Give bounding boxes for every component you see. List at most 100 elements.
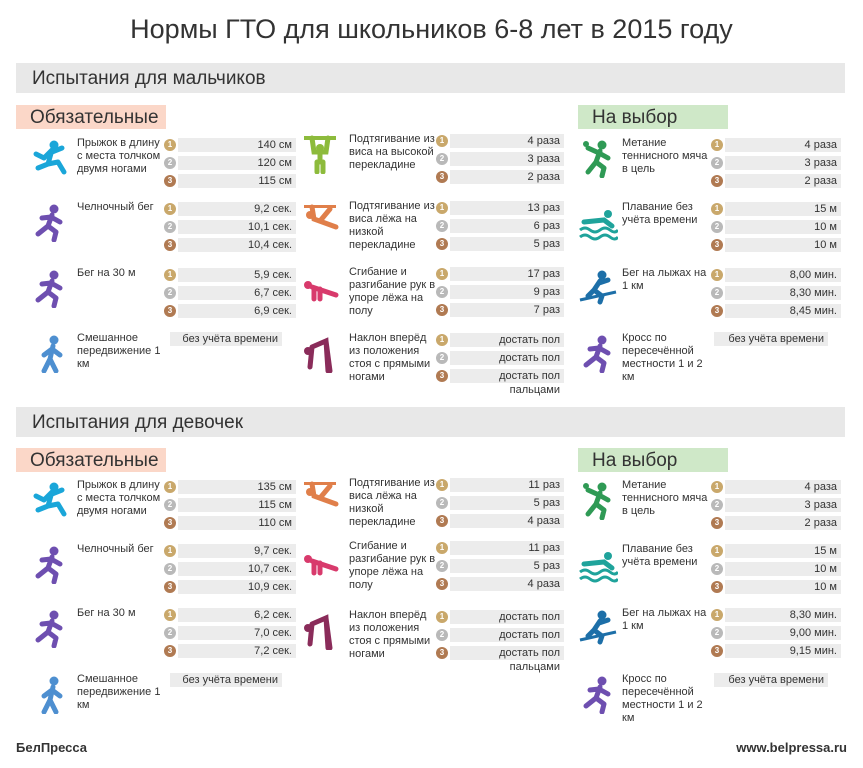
norm-value: 15 м [725,202,841,216]
norm-row: 2 10 м [711,220,841,236]
norm-value: 6,9 сек. [178,304,296,318]
bronze-medal-icon: 3 [164,517,176,529]
norm-value: без учёта времени [714,332,828,346]
norm-value: 5 раз [450,559,564,573]
norm-rows: 1 140 см 2 120 см 3 115 см [164,138,296,192]
norm-value: 10,7 сек. [178,562,296,576]
mixed-walk-icon [30,674,70,714]
norm-value: 115 см [178,174,296,188]
silver-medal-icon: 2 [164,157,176,169]
cross-country-icon [578,333,618,373]
pull-up-low-bar-icon [300,478,340,518]
bronze-medal-icon: 3 [436,370,448,382]
norm-row: 1 17 раз [436,267,564,283]
norm-value: 6,7 сек. [178,286,296,300]
norm-row: 1 5,9 сек. [164,268,296,284]
norm-rows: 1 9,7 сек. 2 10,7 сек. 3 10,9 сек. [164,544,296,598]
website-url: www.belpressa.ru [736,740,847,755]
test-name: Наклон вперёд из положения стоя с прямым… [349,609,431,660]
norm-value: без учёта времени [170,332,282,346]
ball-throw-icon [578,480,618,520]
silver-medal-icon: 2 [436,352,448,364]
test-name: Сгибание и разгибание рук в упоре лёжа н… [349,266,436,317]
silver-medal-icon: 2 [164,627,176,639]
push-up-icon [300,541,340,581]
girls-choice-label: На выбор [578,448,728,472]
gold-medal-icon: 1 [436,268,448,280]
bronze-medal-icon: 3 [711,581,723,593]
norm-rows: 1 6,2 сек. 2 7,0 сек. 3 7,2 сек. [164,608,296,662]
norm-row: 1 8,30 мин. [711,608,841,624]
silver-medal-icon: 2 [711,157,723,169]
norm-row: 3 10 м [711,580,841,596]
norm-row: 3 110 см [164,516,296,532]
norm-rows: 1 8,00 мин. 2 8,30 мин. 3 8,45 мин. [711,268,841,322]
publisher-logo: БелПресса [16,740,88,755]
swimming-icon [578,544,618,584]
ball-throw-icon [578,138,618,178]
norm-value: 10,9 сек. [178,580,296,594]
gold-medal-icon: 1 [164,481,176,493]
norm-value: достать пол пальцами [450,351,564,378]
norm-value: 9,15 мин. [725,644,841,658]
norm-value: достать пол пальцами [450,646,564,673]
norm-row: 1 11 раз [436,478,564,494]
test-name: Подтягивание из виса лёжа на низкой пере… [349,200,435,251]
norm-row: 3 7,2 сек. [164,644,296,660]
pull-up-high-bar-icon [300,134,340,174]
test-name: Смешанное передвижение 1 км [77,673,161,711]
gold-medal-icon: 1 [164,139,176,151]
norm-row: 1 9,7 сек. [164,544,296,560]
bronze-medal-icon: 3 [436,515,448,527]
pull-up-low-bar-icon [300,201,340,241]
norm-value: 6,2 сек. [178,608,296,622]
bronze-medal-icon: 3 [164,581,176,593]
silver-medal-icon: 2 [436,220,448,232]
gold-medal-icon: 1 [436,135,448,147]
shuttle-run-icon [30,544,70,584]
test-name: Метание теннисного мяча в цель [622,137,708,175]
norm-value: 7,0 сек. [178,626,296,640]
silver-medal-icon: 2 [711,499,723,511]
sprint-icon [30,608,70,648]
norm-value: 3 раза [725,156,841,170]
norm-value: 10,1 сек. [178,220,296,234]
bronze-medal-icon: 3 [436,171,448,183]
norm-rows: 1 15 м 2 10 м 3 10 м [711,202,841,256]
silver-medal-icon: 2 [436,286,448,298]
norm-value: достать пол ладонями [450,610,564,637]
norm-row: 1 13 раз [436,201,564,217]
silver-medal-icon: 2 [436,497,448,509]
norm-row: 2 8,30 мин. [711,286,841,302]
norm-value: 9,7 сек. [178,544,296,558]
norm-row: 1 15 м [711,544,841,560]
silver-medal-icon: 2 [711,287,723,299]
silver-medal-icon: 2 [711,563,723,575]
norm-value: 9,2 сек. [178,202,296,216]
norm-value: 13 раз [450,201,564,215]
norm-row: 1 6,2 сек. [164,608,296,624]
norm-value: достать пол пальцами [450,628,564,655]
norm-rows: 1 11 раз 2 5 раз 3 4 раза [436,478,564,532]
norm-value: 11 раз [450,478,564,492]
test-name: Плавание без учёта времени [622,543,698,568]
gold-medal-icon: 1 [436,479,448,491]
norm-value: 15 м [725,544,841,558]
norm-value: 6 раз [450,219,564,233]
test-name: Метание теннисного мяча в цель [622,479,708,517]
norm-row: 2 9,00 мин. [711,626,841,642]
gold-medal-icon: 1 [164,203,176,215]
gold-medal-icon: 1 [164,269,176,281]
